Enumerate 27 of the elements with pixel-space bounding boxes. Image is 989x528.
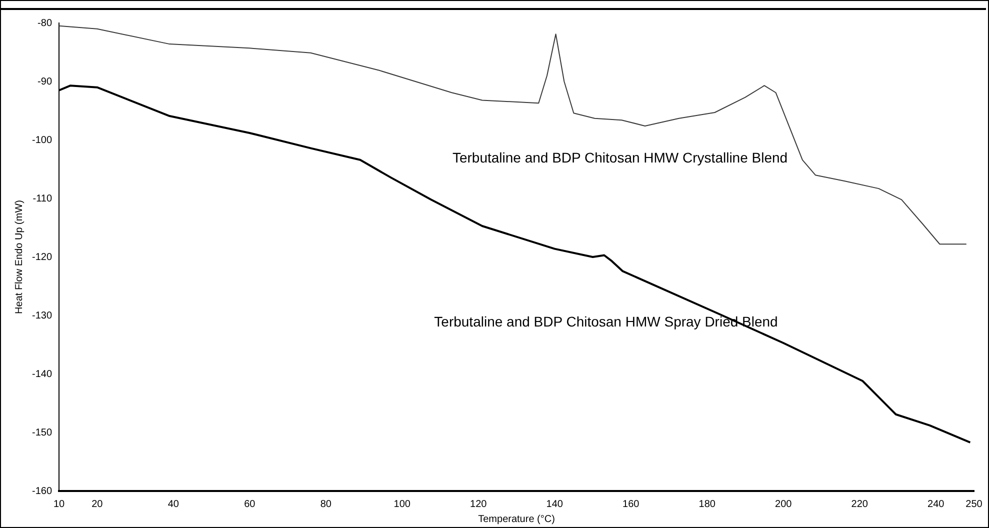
y-tick-label: -160 (32, 486, 52, 497)
y-tick-label: -130 (32, 310, 52, 322)
x-axis-title: Temperature (°C) (478, 514, 555, 525)
y-tick-label: -90 (38, 76, 52, 88)
x-tick-label: 250 (966, 498, 983, 510)
x-tick-label: 180 (698, 498, 716, 510)
x-tick-label: 40 (168, 498, 180, 510)
y-tick-label: -80 (38, 18, 52, 29)
x-tick-label: 20 (92, 498, 104, 510)
x-tick-label: 160 (622, 498, 640, 510)
x-tick-label: 60 (244, 498, 256, 510)
x-tick-label: 10 (53, 498, 66, 510)
x-tick-label: 120 (470, 498, 488, 510)
y-tick-label: -150 (32, 427, 52, 438)
x-tick-label: 140 (546, 498, 564, 510)
y-tick-label: -100 (32, 134, 52, 146)
series-label: Terbutaline and BDP Chitosan HMW Crystalline Blend (452, 150, 788, 166)
x-tick-label: 80 (320, 498, 332, 510)
x-tick-label: 100 (394, 498, 411, 510)
y-tick-label: -110 (32, 193, 52, 204)
x-tick-label: 200 (775, 498, 792, 510)
x-tick-label: 220 (851, 498, 868, 510)
y-axis-title: Heat Flow Endo Up (mW) (14, 200, 25, 314)
x-tick-label: 240 (928, 498, 945, 510)
y-tick-label: -140 (32, 368, 52, 380)
series-label: Terbutaline and BDP Chitosan HMW Spray Dried Blend (434, 313, 778, 330)
y-tick-label: -120 (32, 252, 52, 263)
